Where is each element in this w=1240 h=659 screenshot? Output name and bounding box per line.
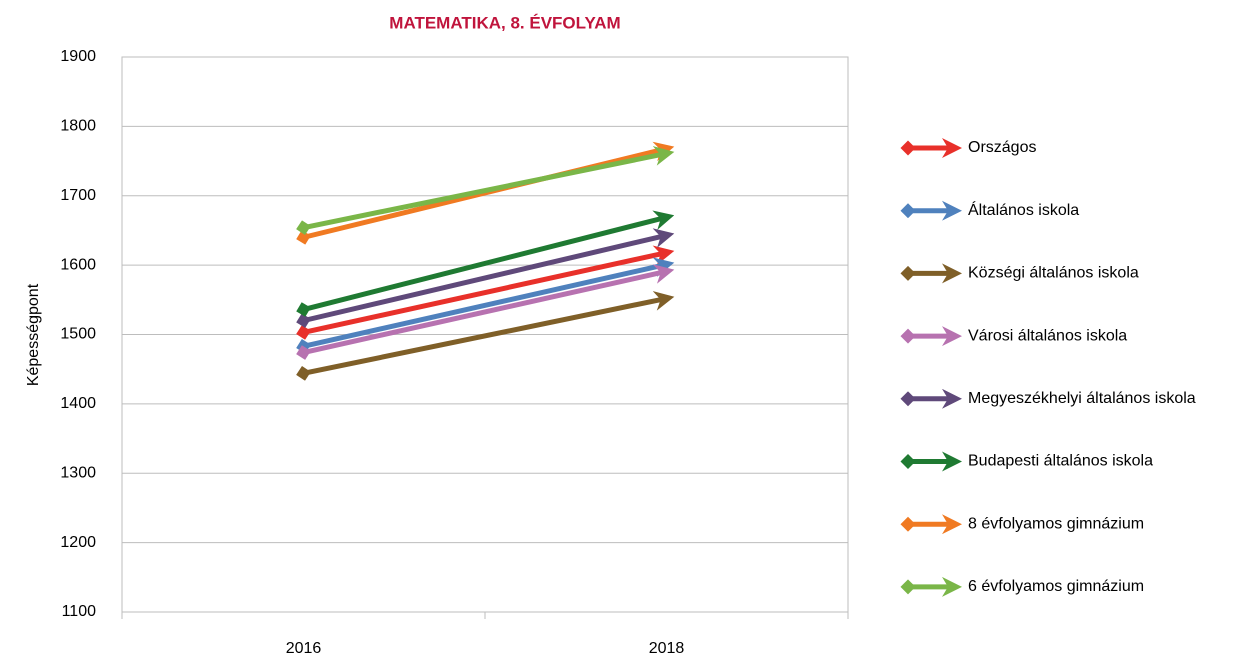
series-line [296,146,675,236]
y-tick-label: 1900 [60,48,96,65]
y-tick-label: 1200 [60,534,96,551]
y-tick-label: 1100 [62,603,97,620]
y-axis-label: Képességpont [25,283,42,386]
legend-label: Országos [968,139,1036,156]
legend-label: 8 évfolyamos gimnázium [968,515,1144,532]
y-tick-label: 1400 [60,395,96,412]
legend-label: Megyeszékhelyi általános iskola [968,390,1196,407]
y-tick-label: 1300 [60,464,96,481]
legend-label: Városi általános iskola [968,327,1127,344]
legend-label: Budapesti általános iskola [968,453,1153,470]
legend-label: Általános iskola [968,200,1079,219]
y-tick-label: 1500 [60,326,96,343]
x-tick-label: 2016 [286,640,322,657]
y-tick-label: 1800 [60,118,96,135]
legend-label: 6 évfolyamos gimnázium [968,578,1144,595]
chart-title: MATEMATIKA, 8. ÉVFOLYAM [389,13,620,32]
y-tick-label: 1700 [60,187,96,204]
y-tick-label: 1600 [60,256,96,273]
x-tick-label: 2018 [649,640,685,657]
legend-label: Községi általános iskola [968,265,1139,282]
